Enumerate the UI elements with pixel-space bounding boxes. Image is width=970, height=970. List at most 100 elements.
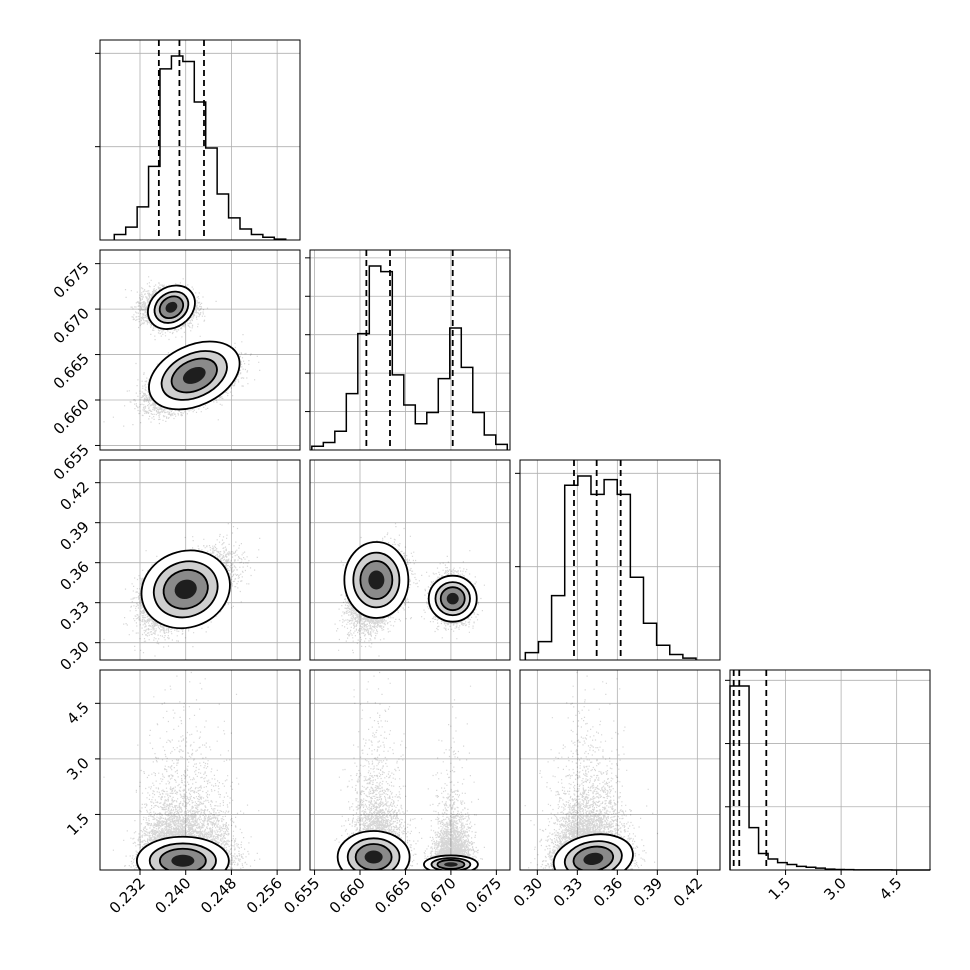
contour-line [170,357,218,394]
contour-line [436,859,466,870]
x-tick-label: 0.256 [243,874,286,917]
histogram-step-2 [524,475,697,660]
contour-line [148,340,241,411]
y-tick-label: 0.655 [50,441,93,484]
contour-line [153,290,190,324]
contour-line [563,840,623,870]
density-fill [182,366,206,384]
density-fill [165,301,178,313]
scatter-panel-3-0 [99,669,301,871]
histogram-frame-0 [99,39,301,241]
density-fill [171,854,195,867]
scatter-panel-3-1 [309,669,511,871]
x-tick-label: 0.232 [106,874,149,917]
x-tick-label: 0.660 [326,874,369,917]
y-tick-label: 0.660 [50,395,93,438]
panels-layer [95,39,931,871]
scatter-panel-2-0 [99,459,301,661]
contour-line [352,551,401,609]
x-tick-label: 1.5 [765,874,795,904]
y-tick-label: 0.675 [50,259,93,302]
y-tick-label: 4.5 [63,698,93,728]
contour-line [552,833,634,870]
contour-line [160,350,228,401]
density-fill [444,862,458,867]
histogram-panel-3 [725,669,931,871]
scatter-frame-3-0 [99,669,301,871]
histogram-frame-2 [519,459,721,661]
contour-line [147,284,196,330]
contour-line [343,541,410,619]
contour-line [135,835,230,870]
x-tick-label: 4.5 [876,874,906,904]
scatter-frame-3-1 [309,669,511,871]
density-blob [423,854,479,870]
histogram-panel-2 [515,459,721,661]
contour-line [439,586,466,612]
x-tick-label: 0.30 [510,874,546,910]
scatter-points [524,671,659,870]
histogram-frame-1 [309,249,511,451]
y-tick-label: 0.39 [56,518,92,554]
contour-line [430,857,472,870]
x-tick-label: 0.655 [280,874,323,917]
contour-line [158,847,207,870]
histogram-step-0 [113,55,287,240]
density-blob [148,340,241,411]
scatter-points [103,671,261,870]
contour-line [423,854,479,870]
x-tick-label: 0.42 [670,874,706,910]
contour-line [148,842,217,870]
scatter-dots [103,671,261,870]
histogram-frame-3 [729,669,931,871]
density-blob [147,284,196,330]
histogram-step-3 [729,685,931,871]
contour-line [346,837,401,870]
x-tick-label: 0.240 [151,874,194,917]
histogram-panel-0 [95,39,301,241]
contour-line [158,295,185,320]
scatter-panel-2-1 [309,459,511,661]
contour-line [572,845,615,870]
x-tick-label: 0.665 [371,874,414,917]
density-blob [427,574,478,623]
y-tick-label: 0.33 [56,598,92,634]
x-tick-label: 0.670 [417,874,460,917]
contour-line [354,843,393,870]
histogram-step-1 [311,265,509,450]
y-tick-label: 0.665 [50,350,93,393]
y-tick-label: 1.5 [63,810,93,840]
y-tick-label: 3.0 [63,754,93,784]
density-fill [364,850,383,864]
scatter-points [103,276,261,427]
density-fill [446,592,459,605]
x-tick-label: 0.248 [197,874,240,917]
scatter-dots [103,276,261,427]
scatter-panel-3-2 [519,669,721,871]
scatter-dots [524,671,659,870]
contour-line [152,560,219,619]
x-tick-label: 0.33 [550,874,586,910]
contour-line [359,560,394,600]
contour-line [162,568,209,610]
density-blob [135,835,230,870]
contour-line [140,549,231,630]
density-blob [343,541,410,619]
scatter-frame-3-2 [519,669,721,871]
contour-line [336,830,411,870]
density-fill [368,570,385,590]
contour-line [427,574,478,623]
y-tick-label: 0.36 [56,558,92,594]
x-tick-label: 0.675 [462,874,505,917]
contour-line [434,581,471,617]
density-fill [583,852,604,866]
density-blob [336,830,411,870]
scatter-frame-1-0 [99,249,301,451]
density-blob [140,549,231,630]
scatter-frame-2-1 [309,459,511,661]
histogram-panel-1 [305,249,511,451]
density-blob [552,833,634,870]
x-tick-label: 0.36 [590,874,626,910]
y-tick-label: 0.30 [56,638,92,674]
